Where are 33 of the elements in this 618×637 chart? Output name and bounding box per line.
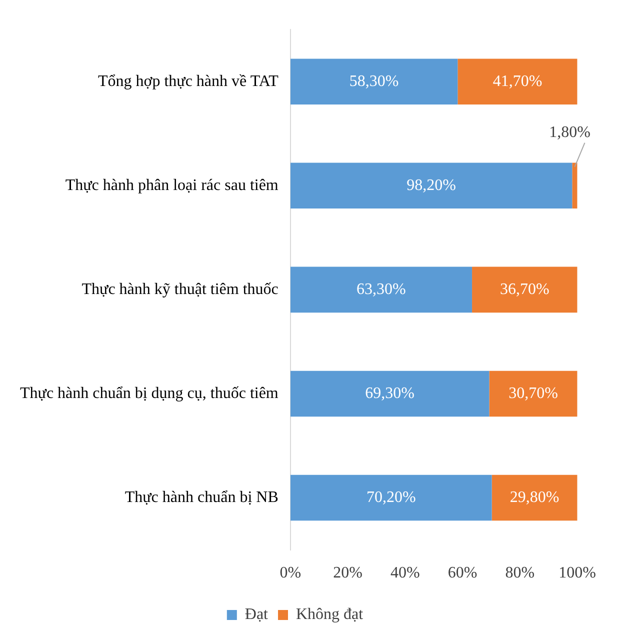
bar bbox=[290, 58, 458, 105]
data-label: 70,20% bbox=[366, 488, 416, 506]
bar bbox=[290, 474, 492, 521]
legend-label: Không đạt bbox=[296, 606, 364, 624]
bar bbox=[290, 266, 472, 313]
bar bbox=[458, 58, 578, 105]
data-label: 29,80% bbox=[510, 488, 560, 506]
bar bbox=[492, 474, 578, 521]
data-label: 30,70% bbox=[508, 384, 558, 402]
bar bbox=[489, 370, 578, 417]
x-tick-label: 60% bbox=[448, 564, 478, 582]
data-label: 1,80% bbox=[549, 124, 590, 141]
y-tick-label: Thực hành phân loại rác sau tiêm bbox=[65, 176, 279, 194]
data-label: 69,30% bbox=[365, 384, 414, 402]
y-tick-label: Thực hành kỹ thuật tiêm thuốc bbox=[82, 280, 278, 298]
x-tick-label: 100% bbox=[558, 564, 596, 582]
x-tick-label: 40% bbox=[390, 564, 420, 582]
data-label: 58,30% bbox=[349, 72, 399, 90]
y-tick-label: Thực hành chuẩn bị NB bbox=[124, 488, 278, 506]
data-label: 36,70% bbox=[500, 280, 550, 298]
x-tick-label: 20% bbox=[333, 564, 362, 582]
bar bbox=[472, 266, 578, 313]
legend-label: Đạt bbox=[244, 606, 269, 624]
data-label: 98,20% bbox=[406, 176, 456, 194]
bar bbox=[290, 370, 490, 417]
data-label: 41,70% bbox=[492, 72, 542, 90]
x-tick-label: 80% bbox=[505, 564, 535, 582]
y-tick-label: Tổng hợp thực hành về TAT bbox=[98, 72, 279, 90]
data-label: 63,30% bbox=[356, 280, 406, 298]
bar bbox=[290, 162, 572, 209]
x-tick-label: 0% bbox=[280, 564, 302, 582]
y-tick-label: Thực hành chuẩn bị dụng cụ, thuốc tiêm bbox=[20, 384, 279, 402]
bar bbox=[572, 162, 578, 209]
